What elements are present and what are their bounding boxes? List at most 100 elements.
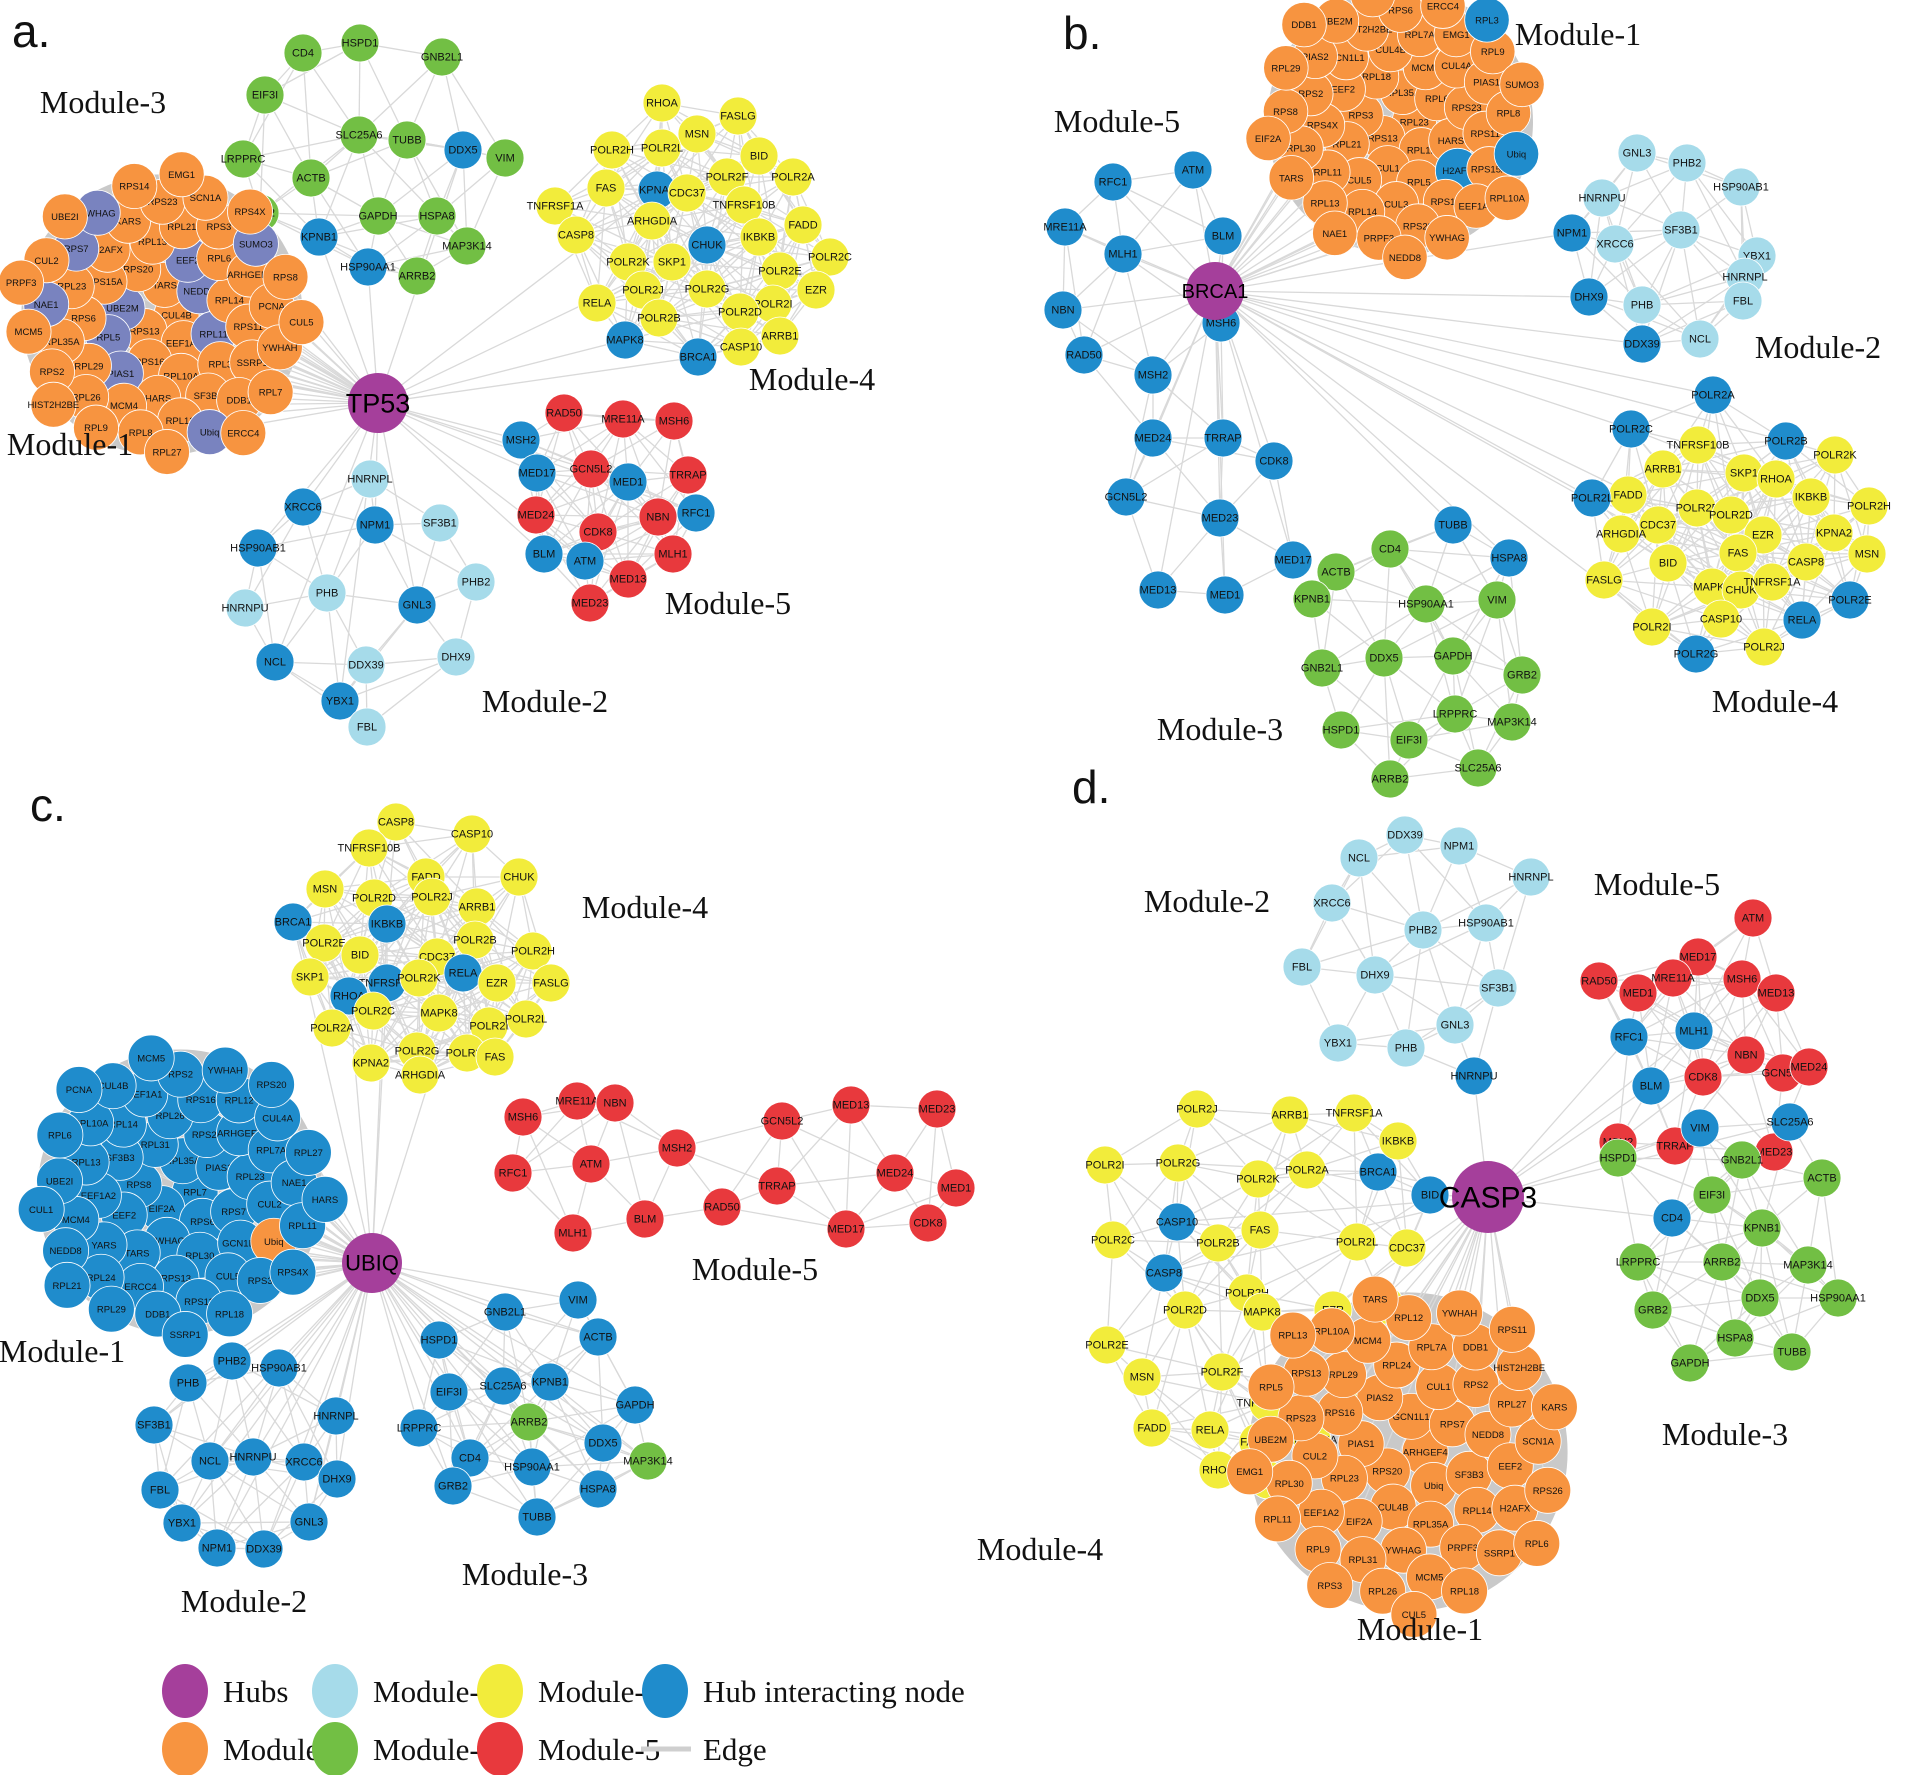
node-label: RAD50 (546, 408, 581, 420)
network-node (456, 562, 496, 602)
node-label: RPL12 (225, 1095, 254, 1106)
legend-swatch-module-3 (312, 1722, 358, 1775)
node-label: EEF2 (176, 255, 200, 266)
node-label: YARS (91, 1240, 116, 1251)
node-label: CUL1 (1426, 1382, 1450, 1393)
node-label: ACTB (583, 1332, 612, 1344)
network-node (1711, 495, 1751, 535)
node-label: MCM5 (1412, 63, 1440, 74)
edge (1686, 162, 1758, 257)
edge (1321, 603, 1427, 669)
node-label: ACTB (1807, 1173, 1836, 1185)
network-node (1595, 224, 1635, 264)
node-label: RPS11 (1498, 1325, 1527, 1336)
node-label: CUL5 (1347, 175, 1371, 186)
edge (1603, 579, 1722, 620)
network-node (1087, 1325, 1127, 1365)
node-label: RPS20 (1372, 1466, 1402, 1477)
network-node (1744, 627, 1784, 667)
node-label: POLR2G (395, 1046, 440, 1058)
network-node (1667, 143, 1707, 183)
node-label: PHB (1631, 300, 1654, 312)
node-label: NBN (603, 1098, 626, 1110)
network-node (1772, 1332, 1812, 1372)
network-node (1157, 1202, 1197, 1242)
network-node (134, 1405, 174, 1445)
edge (1214, 290, 1632, 430)
network-node (1489, 538, 1529, 578)
network-node (399, 958, 439, 998)
network-node (201, 1046, 249, 1094)
network-node (578, 1317, 618, 1357)
edge (438, 1339, 551, 1383)
node-label: MRE11A (1651, 973, 1695, 985)
node-label: SKP1 (658, 257, 686, 269)
network-node (316, 1396, 356, 1436)
edge (339, 402, 379, 702)
network-node (422, 37, 462, 77)
node-label: MRE11A (1043, 222, 1087, 234)
network-node (1582, 178, 1622, 218)
node-label: RPS8 (126, 1180, 151, 1191)
node-label: PRPF3 (1364, 233, 1395, 244)
node-label: POLR2I (1085, 1160, 1124, 1172)
node-label: ARRB2 (1372, 774, 1409, 786)
node-label: TARS (152, 280, 177, 291)
node-label: VIM (495, 153, 515, 165)
network-node (1385, 815, 1425, 855)
node-label: MED1 (1210, 590, 1241, 602)
edge (776, 1172, 896, 1187)
node-label: LRPPRC (1433, 709, 1478, 721)
node-label: SKP1 (1730, 468, 1758, 480)
node-label: HNRNPU (1450, 1071, 1497, 1083)
node-label: KPNB1 (301, 232, 337, 244)
edge (263, 1262, 373, 1550)
legend-label: Module-2 (373, 1674, 495, 1709)
node-label: MED13 (610, 574, 647, 586)
network-node (652, 242, 692, 282)
hub-node (1186, 262, 1244, 320)
network-node (667, 173, 707, 213)
node-label: MCM5 (15, 327, 43, 338)
network-node (1770, 1102, 1810, 1142)
node-label: RPS3 (1317, 1581, 1342, 1592)
network-node (1618, 973, 1658, 1013)
legend-label: Hubs (223, 1674, 288, 1709)
edge (1374, 922, 1487, 976)
network-node (1722, 959, 1762, 999)
network-node (87, 1285, 135, 1333)
network-node (1337, 1222, 1377, 1262)
hub-node (1452, 1161, 1524, 1233)
node-label: TRRAP (1204, 433, 1241, 445)
node-label: POLR2H (1847, 501, 1891, 513)
node-label: ARRB1 (762, 331, 799, 343)
network-node (111, 163, 158, 210)
node-label: POLR2F (706, 172, 749, 184)
edge (721, 1206, 847, 1230)
node-label: KARS (1360, 0, 1386, 1)
node-label: SLC25A6 (1766, 1117, 1813, 1129)
node-label: DHX9 (322, 1474, 351, 1486)
edge (1674, 1030, 1695, 1147)
node-label: BRCA1 (275, 917, 312, 929)
node-label: TNFRSF10B (1667, 440, 1730, 452)
network-node (1680, 1108, 1720, 1148)
node-label: MED23 (1202, 513, 1239, 525)
network-node (739, 136, 779, 176)
network-node (1370, 759, 1410, 799)
network-node (513, 931, 553, 971)
node-label: POLR2G (685, 284, 730, 296)
panel-letter-a: a. (12, 5, 51, 57)
node-label: HSP90AB1 (1713, 182, 1769, 194)
module-label: Module-4 (749, 361, 875, 397)
network-node (1683, 1057, 1723, 1097)
network-node (1788, 1245, 1828, 1285)
network-node (259, 1348, 299, 1388)
node-label: PHB (1395, 1043, 1418, 1055)
node-label: MCM4 (110, 401, 138, 412)
node-label: POLR2H (511, 946, 555, 958)
node-label: GCN5L2 (570, 464, 613, 476)
network-node (1103, 234, 1143, 274)
edge (1637, 1261, 1736, 1339)
